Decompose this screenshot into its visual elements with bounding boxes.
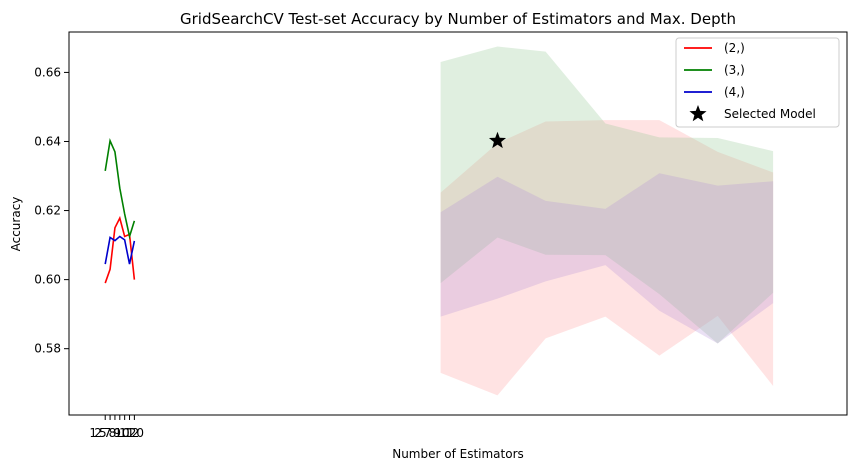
legend-label-0: (2,): [724, 41, 745, 55]
legend-label-2: (4,): [724, 85, 745, 99]
legend: (2,) (3,) (4,) Selected Model: [675, 37, 840, 128]
x-tick-label-4: 8: [109, 426, 117, 440]
legend-label-1: (3,): [724, 63, 745, 77]
x-tick-label-1: 2: [94, 426, 102, 440]
x-tick-label-0: 1: [89, 426, 97, 440]
chart-title: GridSearchCV Test-set Accuracy by Number…: [180, 10, 736, 28]
x-tick-label-3: 7: [104, 426, 112, 440]
confidence-band-1: [440, 46, 774, 344]
selected-model-marker-group: [488, 131, 507, 149]
x-axis-label: Number of Estimators: [392, 447, 524, 461]
x-tick-label-5: 9: [113, 426, 121, 440]
legend-frame: [675, 37, 840, 128]
y-tick-label-3: 0.64: [34, 134, 61, 148]
confidence-band-2: [440, 173, 774, 344]
confidence-band-0: [440, 120, 774, 396]
y-axis: 0.58 0.60 0.62 0.64 0.66: [34, 65, 69, 356]
y-tick-label-2: 0.62: [34, 204, 61, 218]
x-tick-label-2: 5: [99, 426, 107, 440]
x-tick-label-6: 10: [114, 426, 129, 440]
series-line-1: [104, 137, 136, 240]
series-line-2: [104, 235, 136, 265]
selected-model-marker: [488, 131, 507, 149]
legend-label-3: Selected Model: [724, 107, 816, 121]
x-tick-label-9: 20: [129, 426, 144, 440]
confidence-bands: [440, 46, 774, 396]
plot-area-frame: [68, 31, 848, 416]
y-axis-label: Accuracy: [9, 197, 23, 252]
y-tick-label-4: 0.66: [34, 65, 61, 79]
y-tick-label-1: 0.60: [34, 273, 61, 287]
x-tick-label-8: 12: [124, 426, 139, 440]
series-lines: [104, 137, 136, 284]
legend-swatch-3: [689, 105, 707, 122]
y-tick-label-0: 0.58: [34, 342, 61, 356]
x-tick-label-7: 11: [119, 426, 134, 440]
